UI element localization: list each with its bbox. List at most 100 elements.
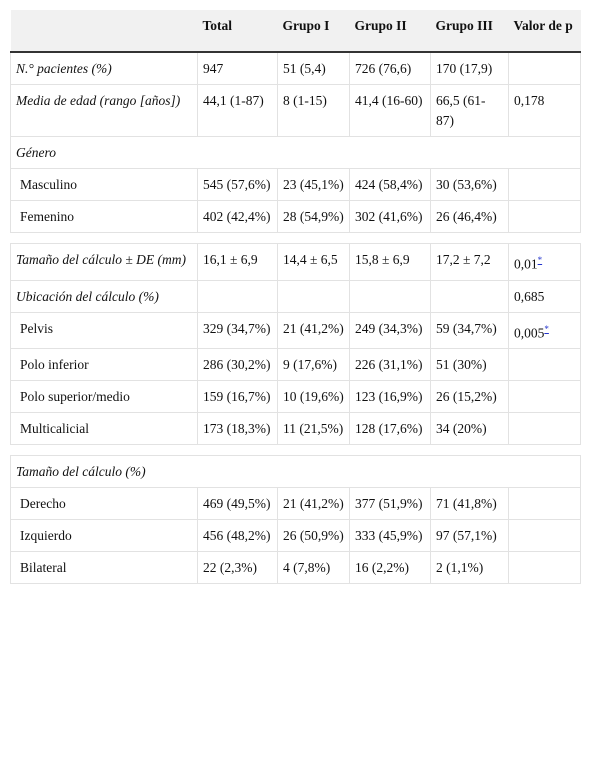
row-item: Pelvis xyxy=(10,311,198,349)
table-row: Derecho 469 (49,5%) 21 (41,2%) 377 (51,9%) 7… xyxy=(10,487,581,520)
empty-cell xyxy=(197,279,278,313)
empty-cell xyxy=(508,487,581,520)
table-row: Femenino 402 (42,4%) 28 (54,9%) 302 (41,6%)… xyxy=(10,200,581,233)
cell: 170 (17,9) xyxy=(430,51,509,85)
data-table: Total Grupo I Grupo II Grupo III Valor de p … xyxy=(10,10,581,584)
empty-cell xyxy=(508,168,581,201)
table-row: Multicalicial 173 (18,3%) 11 (21,5%) 128 (1… xyxy=(10,412,581,445)
header-cell: Total xyxy=(197,10,278,53)
cell: 286 (30,2%) xyxy=(197,348,278,381)
cell: 333 (45,9%) xyxy=(349,519,431,552)
cell: 249 (34,3%) xyxy=(349,311,431,349)
cell: 173 (18,3%) xyxy=(197,412,278,445)
cell: 123 (16,9%) xyxy=(349,380,431,413)
header-cell: Valor de p xyxy=(508,10,581,53)
empty-cell xyxy=(508,51,581,85)
empty-cell xyxy=(349,279,431,313)
table-row: Pelvis 329 (34,7%) 21 (41,2%) 249 (34,3%) 59… xyxy=(10,311,581,349)
cell: 226 (31,1%) xyxy=(349,348,431,381)
cell: 17,2 ± 7,2 xyxy=(430,243,509,281)
empty-cell xyxy=(508,412,581,445)
row-item: Izquierdo xyxy=(10,519,198,552)
cell: 51 (30%) xyxy=(430,348,509,381)
cell: 128 (17,6%) xyxy=(349,412,431,445)
cell: 726 (76,6) xyxy=(349,51,431,85)
row-item: Derecho xyxy=(10,487,198,520)
cell: 159 (16,7%) xyxy=(197,380,278,413)
cell: 329 (34,7%) xyxy=(197,311,278,349)
cell: 0,005* xyxy=(508,311,581,349)
cell: 424 (58,4%) xyxy=(349,168,431,201)
row-label: Tamaño del cálculo (%) xyxy=(10,455,581,488)
cell: 0,685 xyxy=(508,279,581,313)
header-cell: Grupo I xyxy=(277,10,350,53)
spacer-row xyxy=(10,232,581,244)
row-label: Media de edad (rango [años]) xyxy=(10,84,198,137)
cell: 59 (34,7%) xyxy=(430,311,509,349)
cell: 51 (5,4) xyxy=(277,51,350,85)
header-row: Total Grupo I Grupo II Grupo III Valor de p xyxy=(10,10,581,53)
cell: 41,4 (16-60) xyxy=(349,84,431,137)
row-item: Masculino xyxy=(10,168,198,201)
empty-cell xyxy=(508,380,581,413)
cell: 21 (41,2%) xyxy=(277,311,350,349)
empty-cell xyxy=(508,519,581,552)
cell-value: 0,01 xyxy=(514,256,538,272)
empty-cell xyxy=(277,279,350,313)
row-item: Multicalicial xyxy=(10,412,198,445)
cell: 469 (49,5%) xyxy=(197,487,278,520)
cell: 8 (1-15) xyxy=(277,84,350,137)
row-item: Bilateral xyxy=(10,551,198,584)
cell: 302 (41,6%) xyxy=(349,200,431,233)
cell: 26 (50,9%) xyxy=(277,519,350,552)
table-row: Masculino 545 (57,6%) 23 (45,1%) 424 (58,4%… xyxy=(10,168,581,201)
table-row: Ubicación del cálculo (%) 0,685 xyxy=(10,279,581,313)
cell: 97 (57,1%) xyxy=(430,519,509,552)
footnote-link[interactable]: * xyxy=(537,255,543,265)
table-row: Bilateral 22 (2,3%) 4 (7,8%) 16 (2,2%) 2 (1,… xyxy=(10,551,581,584)
table-row: N.° pacientes (%) 947 51 (5,4) 726 (76,6) 17… xyxy=(10,51,581,85)
cell: 10 (19,6%) xyxy=(277,380,350,413)
cell: 34 (20%) xyxy=(430,412,509,445)
cell: 402 (42,4%) xyxy=(197,200,278,233)
table-row: Género xyxy=(10,136,581,169)
table-row: Polo superior/medio 159 (16,7%) 10 (19,6%)… xyxy=(10,380,581,413)
cell: 456 (48,2%) xyxy=(197,519,278,552)
cell: 21 (41,2%) xyxy=(277,487,350,520)
footnote: * xyxy=(538,254,543,266)
row-label: Tamaño del cálculo ± DE (mm) xyxy=(10,243,198,281)
footnote-link[interactable]: * xyxy=(544,323,549,334)
row-item: Polo inferior xyxy=(10,348,198,381)
empty-cell xyxy=(508,348,581,381)
table-body: N.° pacientes (%) 947 51 (5,4) 726 (76,6) 17… xyxy=(10,51,581,584)
row-item: Polo superior/medio xyxy=(10,380,198,413)
table-row: Media de edad (rango [años]) 44,1 (1-87) 8… xyxy=(10,84,581,137)
cell: 4 (7,8%) xyxy=(277,551,350,584)
cell: 11 (21,5%) xyxy=(277,412,350,445)
table-row: Izquierdo 456 (48,2%) 26 (50,9%) 333 (45,9%… xyxy=(10,519,581,552)
cell: 26 (46,4%) xyxy=(430,200,509,233)
cell: 15,8 ± 6,9 xyxy=(349,243,431,281)
empty-cell xyxy=(430,279,509,313)
row-item: Femenino xyxy=(10,200,198,233)
row-label: Ubicación del cálculo (%) xyxy=(10,279,198,313)
cell: 0,01* xyxy=(508,243,581,281)
empty-cell xyxy=(508,200,581,233)
cell: 30 (53,6%) xyxy=(430,168,509,201)
table-row: Tamaño del cálculo (%) xyxy=(10,455,581,488)
cell: 23 (45,1%) xyxy=(277,168,350,201)
table-row: Polo inferior 286 (30,2%) 9 (17,6%) 226 (31… xyxy=(10,348,581,381)
cell: 71 (41,8%) xyxy=(430,487,509,520)
cell: 26 (15,2%) xyxy=(430,380,509,413)
cell: 16 (2,2%) xyxy=(349,551,431,584)
cell: 377 (51,9%) xyxy=(349,487,431,520)
spacer-cell xyxy=(10,232,581,244)
cell: 16,1 ± 6,9 xyxy=(197,243,278,281)
cell-value: 0,005 xyxy=(514,325,545,340)
table-row: Tamaño del cálculo ± DE (mm) 16,1 ± 6,9 14… xyxy=(10,243,581,281)
row-label: N.° pacientes (%) xyxy=(10,51,198,85)
cell: 2 (1,1%) xyxy=(430,551,509,584)
footnote: * xyxy=(544,323,549,335)
spacer-row xyxy=(10,444,581,456)
